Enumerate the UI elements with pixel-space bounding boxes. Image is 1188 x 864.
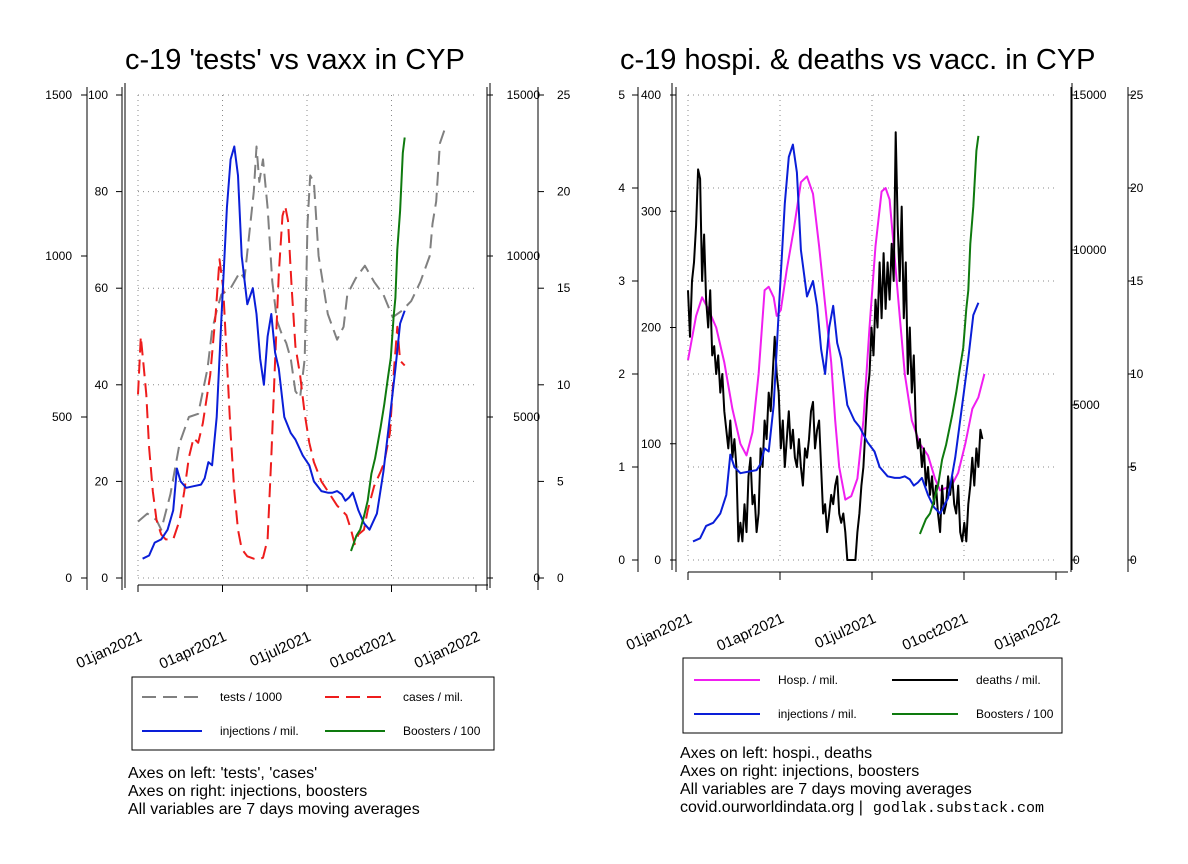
legend-box <box>682 657 1063 734</box>
y-tick-label: 25 <box>557 88 571 102</box>
series-line <box>142 145 406 560</box>
legend-label: Hosp. / mil. <box>778 673 838 687</box>
y-tick-label: 15 <box>1130 274 1144 288</box>
y-tick-label: 15000 <box>1073 88 1107 102</box>
legend-label: injections / mil. <box>778 707 857 721</box>
x-tick-label: 01oct2021 <box>900 610 971 654</box>
y-tick-label: 40 <box>95 378 109 392</box>
series-line <box>687 131 984 561</box>
series-line <box>692 143 980 543</box>
y-tick-label: 10 <box>1130 367 1144 381</box>
y-tick-label: 1 <box>618 460 625 474</box>
y-tick-label: 3 <box>618 274 625 288</box>
chart2-title: c-19 hospi. & deaths vs vacc. in CYP <box>620 44 1096 76</box>
series-line <box>137 126 447 531</box>
y-tick-label: 400 <box>641 88 661 102</box>
y-tick-label: 20 <box>1130 181 1144 195</box>
y-tick-label: 10000 <box>507 249 541 263</box>
x-tick-label: 01jan2022 <box>992 610 1063 654</box>
y-tick-label: 5000 <box>513 410 540 424</box>
y-tick-label: 1000 <box>45 249 72 263</box>
y-tick-label: 0 <box>618 553 625 567</box>
y-tick-label: 20 <box>95 474 109 488</box>
y-tick-label: 500 <box>52 410 72 424</box>
y-tick-label: 200 <box>641 321 661 335</box>
legend-box <box>131 676 495 751</box>
legend-label: tests / 1000 <box>220 690 282 704</box>
chart2-note-line: Axes on left: hospi., deaths <box>680 745 873 762</box>
legend-label: cases / mil. <box>403 690 463 704</box>
legend-label: injections / mil. <box>220 724 299 738</box>
chart2-note-line: All variables are 7 days moving averages <box>680 781 972 798</box>
y-tick-label: 5 <box>618 88 625 102</box>
series-line <box>687 175 986 501</box>
chart2-source-line: covid.ourworldindata.org | godlak.substac… <box>680 799 1044 818</box>
y-tick-label: 2 <box>618 367 625 381</box>
y-tick-label: 0 <box>65 571 72 585</box>
chart1-title: c-19 'tests' vs vaxx in CYP <box>125 44 465 76</box>
y-tick-label: 0 <box>1073 553 1080 567</box>
source-text: covid.ourworldindata.org | <box>680 799 863 816</box>
y-tick-label: 20 <box>557 185 571 199</box>
y-tick-label: 15000 <box>507 88 541 102</box>
series-line <box>137 205 406 561</box>
y-tick-label: 100 <box>641 437 661 451</box>
x-tick-label: 01jan2021 <box>624 610 695 654</box>
y-tick-label: 10 <box>557 378 571 392</box>
legend-label: Boosters / 100 <box>403 724 481 738</box>
y-tick-label: 5 <box>557 474 564 488</box>
legend-label: deaths / mil. <box>976 673 1041 687</box>
x-tick-label: 01jul2021 <box>247 628 313 670</box>
x-tick-label: 01jan2022 <box>412 628 483 672</box>
y-tick-label: 25 <box>1130 88 1144 102</box>
y-tick-label: 0 <box>654 553 661 567</box>
signature-text: godlak.substack.com <box>872 800 1044 817</box>
chart1-note-line: Axes on right: injections, boosters <box>128 783 368 800</box>
x-tick-label: 01apr2021 <box>714 610 786 655</box>
y-tick-label: 0 <box>557 571 564 585</box>
y-tick-label: 100 <box>88 88 108 102</box>
y-tick-label: 4 <box>618 181 625 195</box>
y-tick-label: 10000 <box>1073 243 1107 257</box>
y-tick-label: 0 <box>533 571 540 585</box>
y-tick-label: 60 <box>95 281 109 295</box>
x-tick-label: 01jul2021 <box>812 610 878 652</box>
y-tick-label: 1500 <box>45 88 72 102</box>
chart2-note: Axes on left: hospi., deaths Axes on rig… <box>680 745 1044 818</box>
series-line <box>350 137 406 552</box>
chart1-note-line: All variables are 7 days moving averages <box>128 801 420 818</box>
chart2-note-line: Axes on right: injections, boosters <box>680 763 920 780</box>
y-tick-label: 5 <box>1130 460 1137 474</box>
chart1-note: Axes on left: 'tests', 'cases' Axes on r… <box>128 765 420 819</box>
y-tick-label: 80 <box>95 185 109 199</box>
legend-label: Boosters / 100 <box>976 707 1054 721</box>
x-tick-label: 01apr2021 <box>157 628 229 673</box>
y-tick-label: 0 <box>101 571 108 585</box>
x-tick-label: 01oct2021 <box>327 628 398 672</box>
y-tick-label: 300 <box>641 204 661 218</box>
y-tick-label: 0 <box>1130 553 1137 567</box>
series-line <box>918 135 980 535</box>
chart1-note-line: Axes on left: 'tests', 'cases' <box>128 765 318 782</box>
x-tick-label: 01jan2021 <box>74 628 145 672</box>
y-tick-label: 5000 <box>1073 398 1100 412</box>
y-tick-label: 15 <box>557 281 571 295</box>
